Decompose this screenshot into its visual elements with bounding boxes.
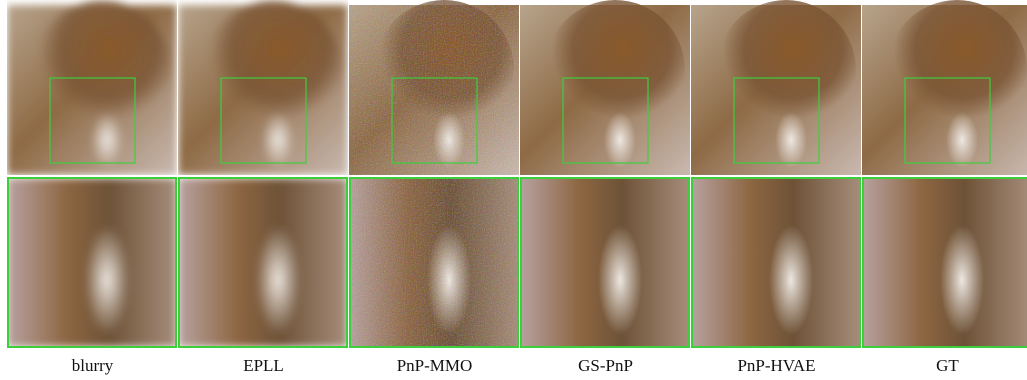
image-snout bbox=[775, 112, 807, 168]
zoom-image bbox=[520, 178, 690, 347]
column-label: PnP-HVAE bbox=[737, 356, 815, 375]
zoom-snout bbox=[85, 225, 129, 335]
column-label: GT bbox=[936, 356, 959, 375]
zoom-snout bbox=[427, 225, 471, 335]
image-snout bbox=[946, 112, 978, 168]
column-label: PnP-MMO bbox=[397, 356, 473, 375]
column-label: blurry bbox=[72, 356, 114, 375]
zoom-snout bbox=[256, 225, 300, 335]
full-image bbox=[7, 0, 177, 175]
zoom-image bbox=[349, 178, 519, 347]
full-image bbox=[862, 0, 1027, 175]
image-snout bbox=[91, 112, 123, 168]
panels: blurry EPLL PnP-MMO GS-PnP PnP-HVAE GT bbox=[7, 0, 1027, 375]
image-snout bbox=[262, 112, 294, 168]
column: PnP-HVAE bbox=[691, 0, 861, 375]
zoom-image bbox=[7, 178, 177, 347]
full-image bbox=[178, 0, 348, 175]
figure: blurry EPLL PnP-MMO GS-PnP PnP-HVAE GT bbox=[0, 0, 1027, 380]
column: blurry bbox=[7, 0, 177, 375]
column: EPLL bbox=[178, 0, 348, 375]
image-snout bbox=[604, 112, 636, 168]
column-label: GS-PnP bbox=[578, 356, 633, 375]
zoom-snout bbox=[940, 225, 984, 335]
image-snout bbox=[433, 112, 465, 168]
column: GT bbox=[862, 0, 1027, 375]
zoom-snout bbox=[598, 225, 642, 335]
zoom-snout bbox=[769, 225, 813, 335]
full-image bbox=[520, 0, 690, 175]
zoom-image bbox=[178, 178, 348, 347]
column: GS-PnP bbox=[520, 0, 690, 375]
full-image bbox=[691, 0, 861, 175]
zoom-image bbox=[691, 178, 861, 347]
zoom-image bbox=[862, 178, 1027, 347]
column-label: EPLL bbox=[243, 356, 284, 375]
full-image bbox=[349, 0, 519, 175]
column: PnP-MMO bbox=[349, 0, 519, 375]
